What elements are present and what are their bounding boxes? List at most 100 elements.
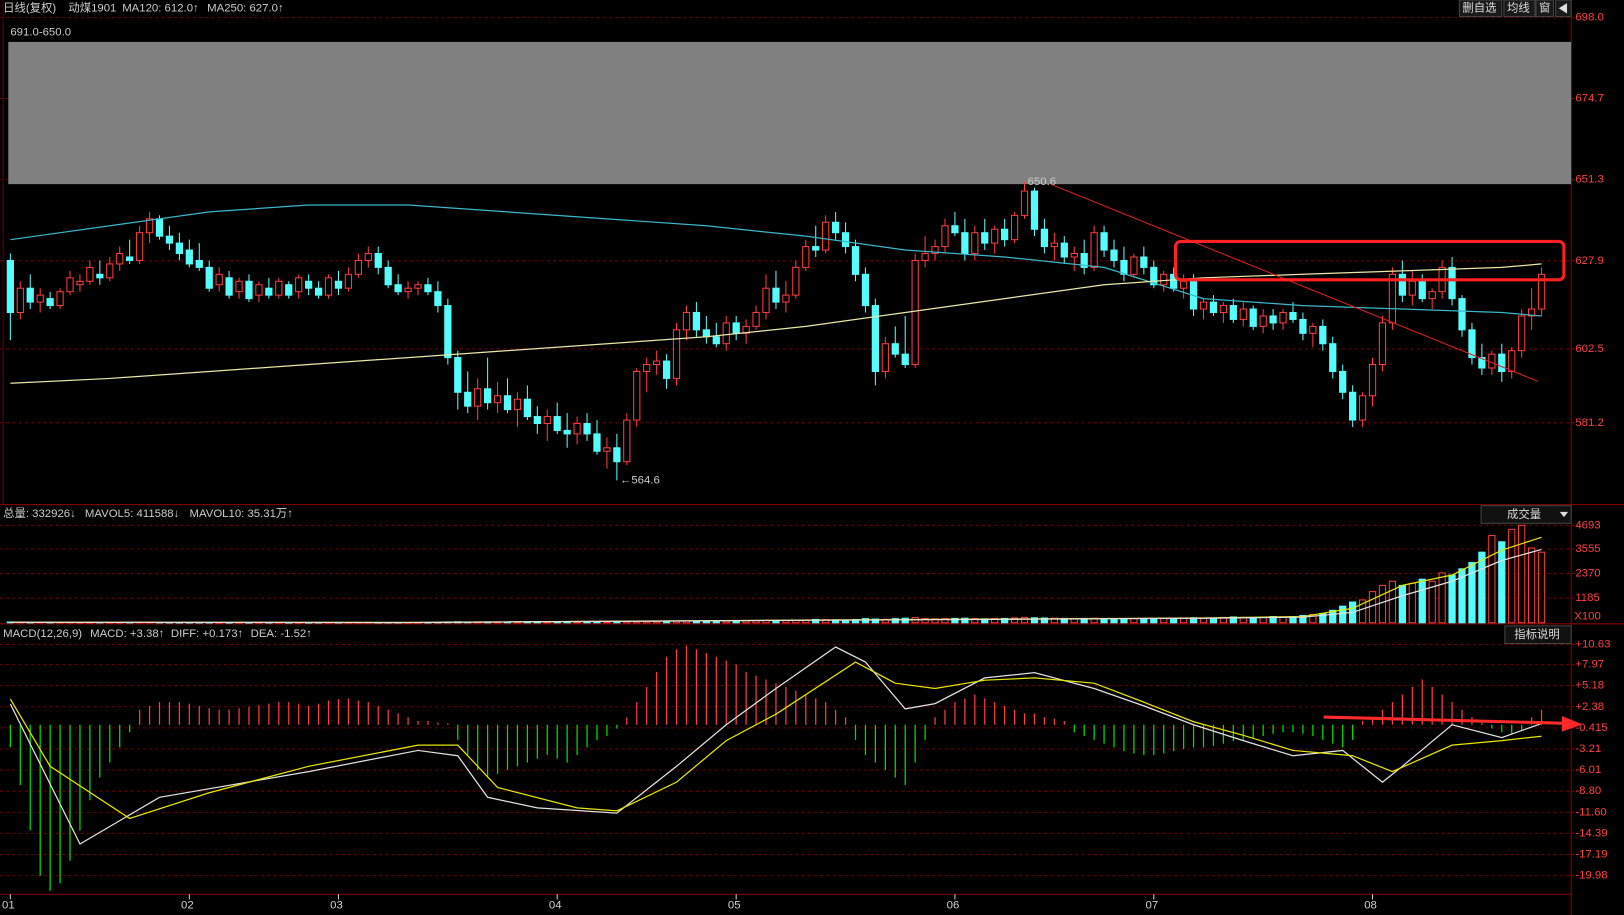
candle-body <box>901 353 909 366</box>
candle-body <box>991 228 999 244</box>
trend-line <box>1051 183 1539 382</box>
candle-body <box>742 325 750 334</box>
candle-body <box>812 246 820 251</box>
x-tick-label: 08 <box>1364 900 1377 912</box>
volume-title: 总量: 332926↓ <box>3 506 76 520</box>
help-button[interactable] <box>1504 625 1572 645</box>
candle-body <box>493 395 502 404</box>
dropdown-icon[interactable] <box>1559 511 1569 518</box>
candle-body <box>1448 266 1456 300</box>
candle-body <box>822 221 830 251</box>
candle-body <box>951 225 959 234</box>
legend-entry: MAVOL5: 411588↓ <box>85 508 179 520</box>
volume-unit: X100 <box>1574 611 1601 623</box>
volume-bar <box>1438 572 1446 624</box>
candle-body <box>414 284 422 289</box>
candle-body <box>344 273 353 289</box>
candle-body <box>1329 343 1337 372</box>
y-tick-label: 698.0 <box>1575 12 1603 24</box>
button[interactable] <box>1458 0 1503 18</box>
button-label[interactable]: 删自选 <box>1462 1 1496 14</box>
button-label[interactable]: 窗 <box>1539 0 1550 14</box>
candle-body <box>454 357 462 393</box>
indicator-selector-label[interactable]: 成交量 <box>1507 507 1541 521</box>
candle-body <box>404 287 412 293</box>
candle-body <box>6 259 14 314</box>
symbol: 动煤1901 <box>68 1 116 14</box>
candle-body <box>722 322 730 345</box>
legend-entry: MAVOL10: 35.31万↑ <box>190 508 293 520</box>
volume-bar <box>712 620 720 624</box>
legend-entry: MA120: 612.0↑ <box>122 2 198 14</box>
series-line <box>10 263 1542 384</box>
candle-body <box>275 280 283 296</box>
volume-bar <box>593 621 601 624</box>
candle-body <box>424 284 432 293</box>
candle-body <box>941 225 949 248</box>
candle-body <box>295 277 303 293</box>
candle-body <box>712 336 720 345</box>
volume-bar <box>871 618 880 624</box>
y-tick-label: -8.80 <box>1575 785 1601 797</box>
series-line <box>9 646 1542 845</box>
volume-bar <box>1478 551 1486 624</box>
y-tick-label: 651.3 <box>1575 174 1603 186</box>
volume-bar <box>1030 617 1039 624</box>
candle-body <box>195 259 203 268</box>
series-line <box>10 204 1542 317</box>
arrow-head <box>1561 716 1583 732</box>
volume-bar <box>1199 617 1208 624</box>
candle-body <box>1398 273 1406 296</box>
series-line <box>9 661 1542 820</box>
candle-body <box>1309 325 1317 334</box>
volume-bar <box>1368 591 1377 624</box>
x-tick-label: 02 <box>181 900 194 912</box>
candle-body <box>1020 190 1029 216</box>
price-annotation: ←564.6 <box>620 474 660 486</box>
candle-body <box>1269 315 1277 324</box>
candle-body <box>1030 190 1039 230</box>
candle-body <box>802 246 810 268</box>
volume-bar <box>1508 528 1516 624</box>
candle-body <box>981 232 989 244</box>
candle-body <box>305 280 313 289</box>
candle-body <box>792 266 800 296</box>
button[interactable] <box>1535 0 1555 18</box>
candle-body <box>861 273 870 307</box>
volume-bar <box>1020 616 1029 624</box>
volume-bar <box>921 618 929 624</box>
candle-body <box>732 322 740 334</box>
candle-body <box>1199 301 1208 310</box>
volume-bar <box>1418 578 1426 624</box>
candle-body <box>662 360 671 379</box>
candle-body <box>623 419 631 463</box>
candle-body <box>394 284 402 293</box>
volume-bar <box>1527 547 1536 624</box>
volume-bar <box>662 621 671 624</box>
candle-body <box>1070 253 1078 258</box>
candle-body <box>1040 228 1049 248</box>
candle-body <box>891 343 899 355</box>
candle-body <box>1418 280 1426 300</box>
button[interactable] <box>1503 0 1536 18</box>
candle-body <box>643 364 651 372</box>
candle-body <box>1209 301 1218 314</box>
candle-body <box>603 447 611 452</box>
help-button-label[interactable]: 指标说明 <box>1514 627 1559 641</box>
indicator-selector[interactable] <box>1480 505 1572 524</box>
candle-body <box>185 249 193 265</box>
candle-body <box>126 256 134 261</box>
candle-body <box>364 253 372 261</box>
button-label[interactable]: 均线 <box>1507 0 1530 14</box>
button-icon[interactable] <box>1558 3 1568 14</box>
candle-body <box>1120 259 1128 275</box>
y-tick-label: -11.60 <box>1575 806 1606 818</box>
candle-body <box>483 388 492 404</box>
volume-bar <box>1249 617 1257 624</box>
y-tick-label: 674.7 <box>1575 92 1603 104</box>
volume-bar <box>1468 562 1476 624</box>
candle-body <box>324 277 333 296</box>
candle-body <box>1249 308 1257 327</box>
candle-body <box>921 253 929 261</box>
